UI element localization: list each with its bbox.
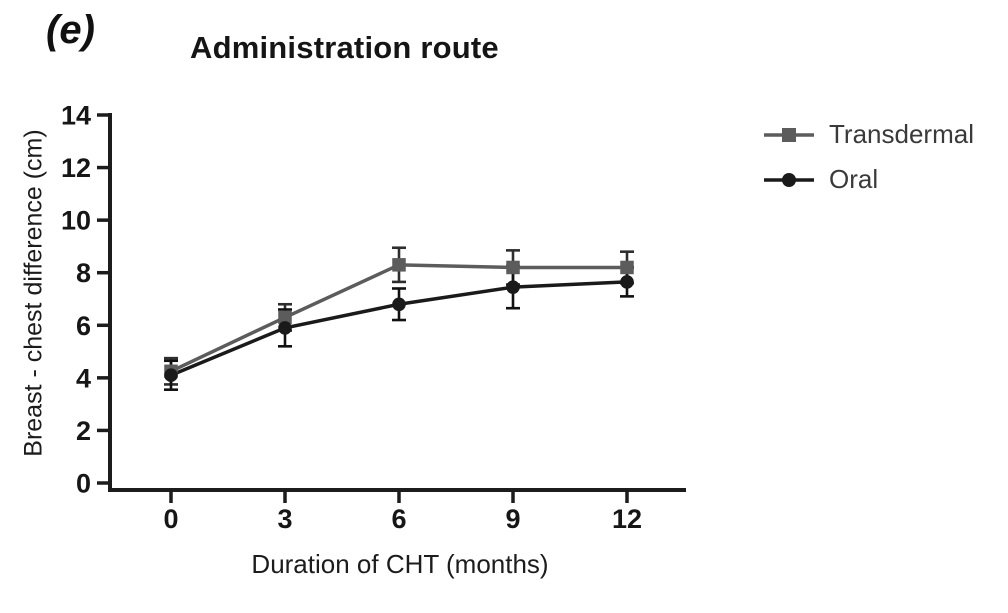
square-marker-icon: [506, 260, 520, 275]
x-tick-label: 9: [505, 504, 520, 534]
y-tick-label: 2: [76, 416, 91, 446]
x-tick-label: 12: [612, 504, 642, 534]
y-tick-label: 0: [76, 469, 91, 499]
square-marker-icon: [620, 260, 634, 275]
x-tick-label: 6: [391, 504, 406, 534]
y-tick-label: 8: [76, 258, 91, 288]
circle-marker-icon: [278, 321, 292, 335]
circle-marker-icon: [164, 368, 178, 383]
legend-item-oral: Oral: [763, 157, 974, 202]
y-tick-label: 6: [76, 311, 91, 341]
y-tick-label: 12: [61, 153, 91, 183]
y-tick-label: 14: [61, 101, 91, 131]
x-axis-title: Duration of CHT (months): [251, 549, 549, 579]
chart-legend: Transdermal Oral: [763, 112, 974, 202]
legend-label: Transdermal: [829, 119, 974, 149]
circle-marker-icon: [764, 172, 814, 187]
legend-label: Oral: [829, 164, 879, 194]
x-tick-label: 0: [163, 504, 178, 534]
square-marker-icon: [764, 127, 814, 142]
legend-item-transdermal: Transdermal: [763, 112, 974, 157]
x-tick-label: 3: [277, 504, 292, 534]
square-marker-icon: [392, 258, 406, 272]
square-marker-icon: [278, 310, 292, 325]
circle-marker-icon: [506, 280, 520, 294]
chart-title: Administration route: [190, 30, 499, 65]
y-tick-label: 4: [76, 363, 91, 393]
circle-marker-icon: [392, 297, 406, 312]
panel-label: (e): [46, 8, 95, 52]
circle-marker-icon: [620, 275, 634, 289]
y-tick-label: 10: [61, 206, 91, 236]
